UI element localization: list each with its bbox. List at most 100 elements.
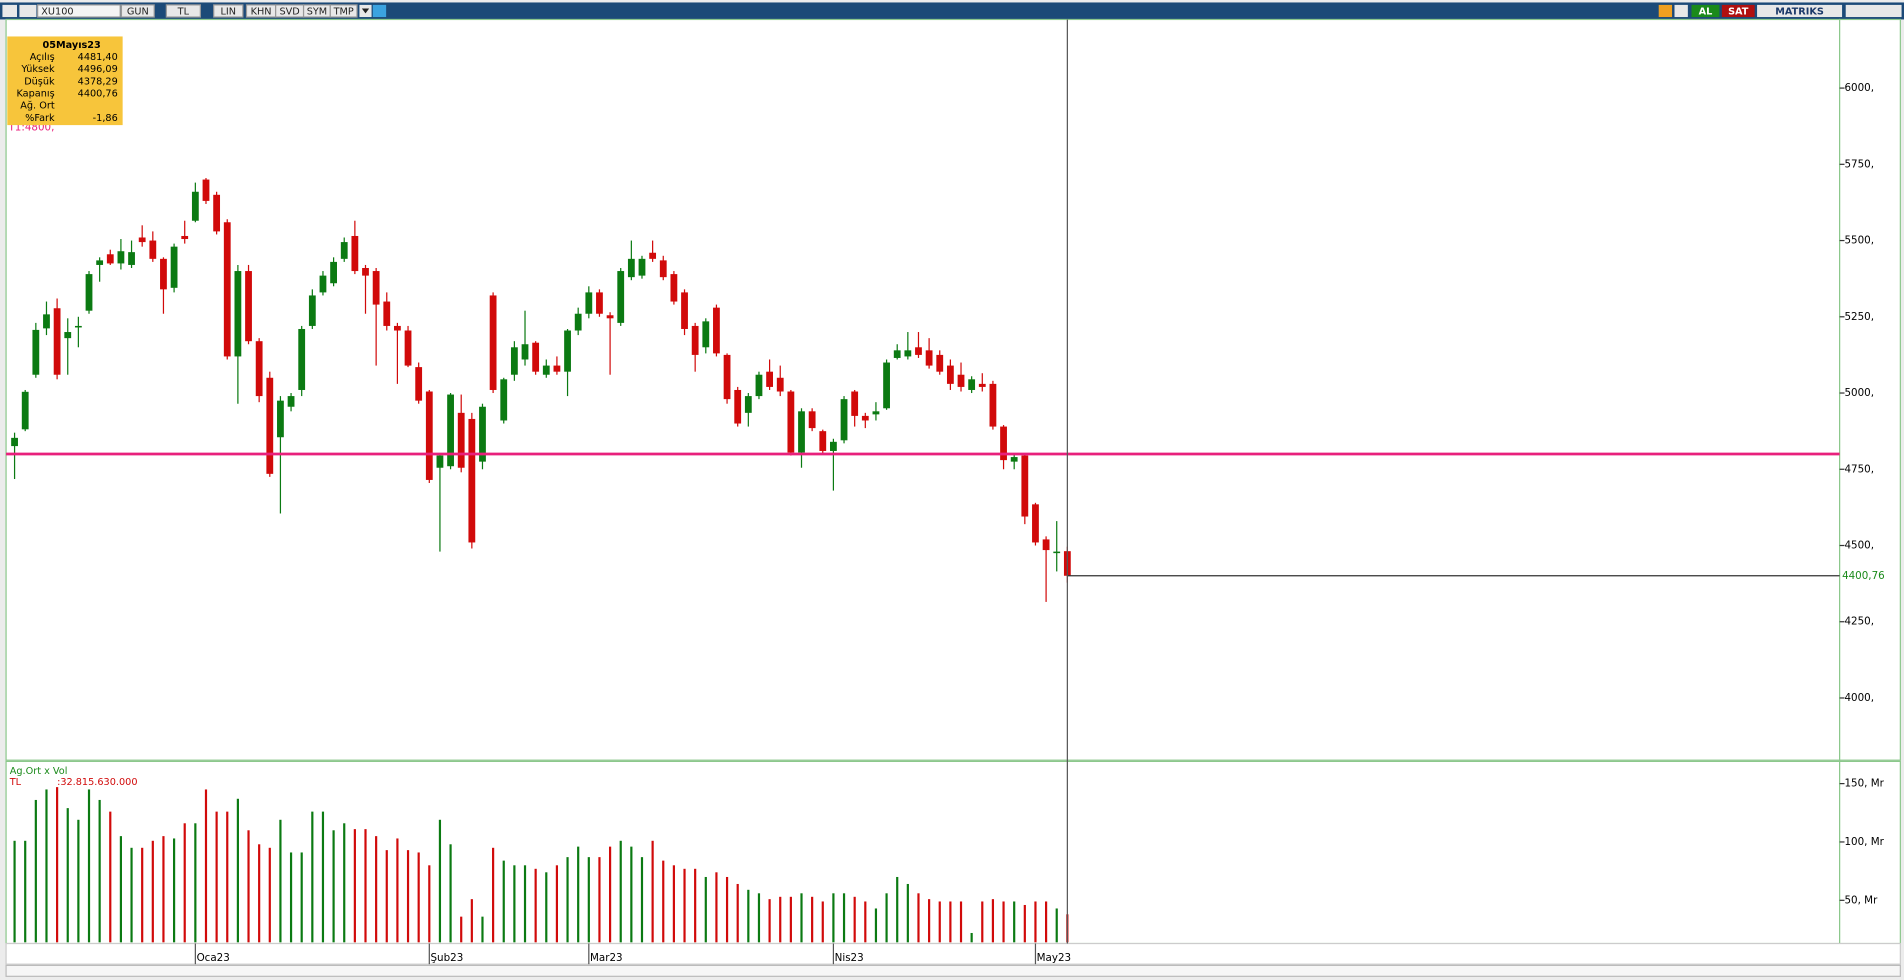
- volume-bar: [1044, 901, 1048, 943]
- candle-body: [181, 235, 189, 240]
- info-date: 05Mayıs23: [42, 40, 100, 51]
- volume-title: Ag.Ort x Vol: [10, 766, 68, 777]
- volume-bar: [598, 857, 601, 943]
- volume-bar: [842, 893, 846, 943]
- y-tick-label: 4250,: [1845, 616, 1875, 628]
- candle-body: [117, 251, 125, 264]
- y-tick-label: 100, Mr: [1845, 836, 1885, 848]
- candle-body: [213, 194, 221, 232]
- volume-bar: [608, 846, 612, 943]
- volume-bar: [896, 876, 899, 943]
- volume-bar: [981, 901, 984, 943]
- y-tick-label: 5250,: [1845, 311, 1875, 323]
- candle-body: [883, 362, 890, 409]
- volume-bar: [343, 823, 346, 943]
- candle-body: [521, 344, 529, 360]
- volume-bar: [406, 850, 410, 943]
- candle-body: [808, 411, 816, 429]
- volume-bar: [683, 868, 686, 943]
- toolbar-button[interactable]: [120, 4, 155, 18]
- toolbar-button-label: KHN: [251, 7, 272, 18]
- volume-bar: [736, 883, 739, 943]
- x-tick-label: May23: [1037, 952, 1071, 964]
- info-value: 4400,76: [78, 89, 118, 100]
- toolbar-button[interactable]: [165, 4, 201, 18]
- candle-body: [659, 260, 667, 278]
- volume-bar: [800, 893, 803, 943]
- candle-body: [415, 367, 423, 401]
- candle-body: [447, 394, 454, 467]
- toolbar-button[interactable]: [213, 4, 244, 18]
- volume-bar: [77, 819, 80, 943]
- volume-bar: [449, 844, 452, 943]
- brand-box: [1757, 4, 1843, 18]
- candle-body: [43, 314, 50, 329]
- y-tick-label: 4750,: [1845, 463, 1875, 475]
- volume-bar: [821, 901, 824, 943]
- volume-bar: [289, 852, 293, 943]
- y-tick-label: 5000,: [1845, 387, 1875, 399]
- volume-bar: [885, 893, 888, 943]
- candle-body: [766, 371, 773, 387]
- candle-body: [936, 354, 944, 372]
- chart-icon[interactable]: [19, 4, 37, 18]
- twitter-icon[interactable]: [372, 4, 387, 18]
- sell-label: SAT: [1728, 7, 1749, 18]
- symbol-box[interactable]: [37, 4, 121, 18]
- tool-icon[interactable]: [1658, 4, 1673, 18]
- candle-body: [734, 389, 742, 424]
- window-controls[interactable]: [1845, 4, 1902, 18]
- candle-body: [223, 222, 231, 357]
- volume-bar: [725, 876, 729, 943]
- x-tick-label: Nis23: [835, 952, 864, 964]
- volume-bar: [109, 811, 112, 943]
- volume-unit: TL: [9, 777, 22, 788]
- candle-body: [957, 374, 965, 387]
- candle-body: [819, 431, 827, 451]
- volume-bar: [353, 829, 356, 943]
- toolbar-button[interactable]: [329, 4, 358, 18]
- volume-bar: [417, 852, 420, 943]
- refresh-icon[interactable]: [1674, 4, 1688, 18]
- info-label: Açılış: [30, 52, 55, 63]
- volume-bar: [1002, 901, 1005, 943]
- candle-body: [542, 365, 550, 375]
- toolbar: [0, 2, 1904, 20]
- buy-button[interactable]: [1691, 4, 1720, 18]
- volume-bar: [1013, 901, 1016, 943]
- sell-button[interactable]: [1721, 4, 1755, 18]
- candle-body: [245, 271, 252, 342]
- volume-bar: [438, 819, 442, 943]
- candle-body: [202, 179, 210, 201]
- candle-body: [744, 396, 752, 413]
- volume-bar: [555, 865, 559, 943]
- volume-bar: [1023, 904, 1026, 943]
- volume-bar: [513, 865, 516, 943]
- candle-body: [691, 325, 699, 355]
- volume-axis: [1839, 760, 1901, 945]
- candle-body: [1053, 551, 1061, 554]
- volume-bar: [651, 840, 654, 943]
- candle-body: [425, 391, 433, 480]
- volume-bar: [141, 847, 144, 943]
- volume-bar: [704, 876, 707, 943]
- toolbar-button-label: SVD: [279, 7, 299, 18]
- candle-body: [64, 332, 72, 339]
- candle-body: [755, 374, 763, 397]
- candle-body: [1000, 426, 1007, 461]
- scrollbar[interactable]: [5, 964, 1901, 977]
- volume-bar: [226, 811, 229, 943]
- candle-body: [11, 437, 18, 447]
- volume-bar: [24, 840, 27, 943]
- menu-icon[interactable]: [2, 4, 17, 18]
- y-tick-label: 150, Mr: [1845, 778, 1885, 790]
- volume-bar: [470, 899, 473, 943]
- candle-body: [1021, 455, 1029, 517]
- volume-bar: [268, 847, 271, 943]
- candle-body: [340, 242, 348, 259]
- volume-bar: [204, 789, 208, 943]
- volume-bar: [534, 868, 537, 943]
- last-price-label: 4400,76: [1842, 570, 1885, 582]
- volume-bar: [247, 830, 250, 943]
